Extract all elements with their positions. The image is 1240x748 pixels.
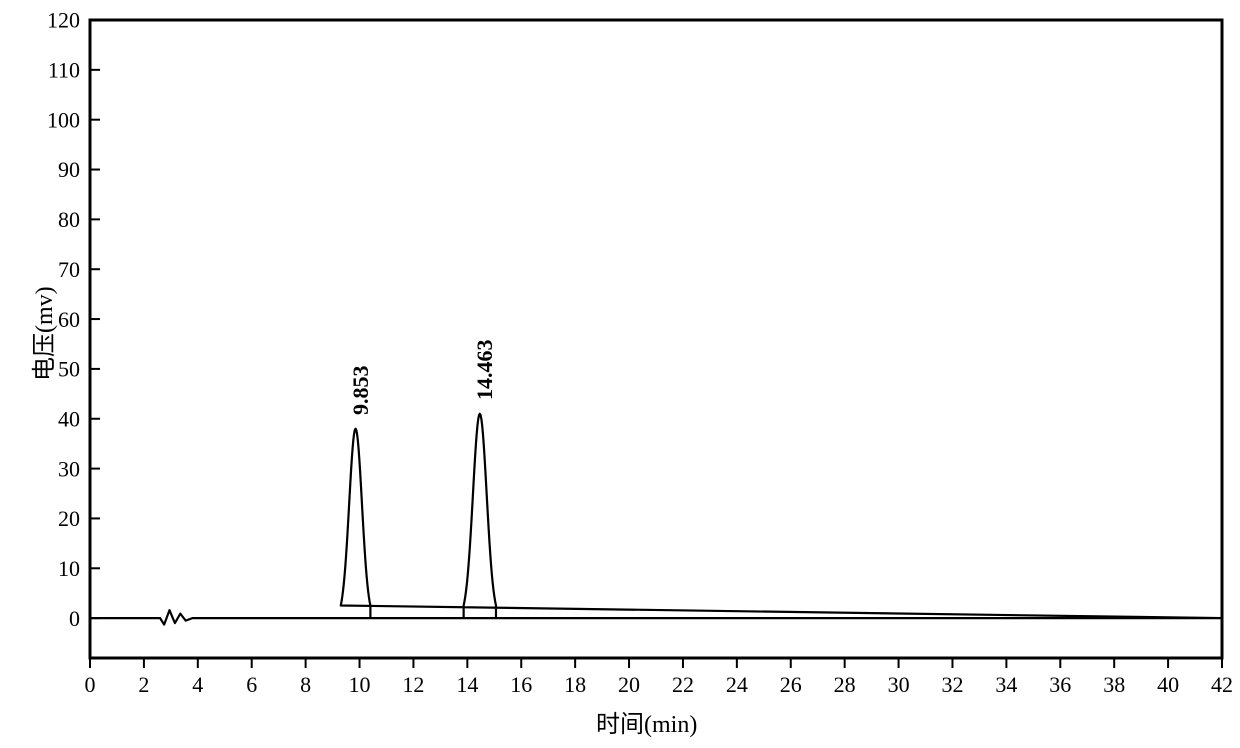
x-tick-label: 24 xyxy=(726,672,748,697)
x-tick-label: 32 xyxy=(941,672,963,697)
peak-2-label: 14.463 xyxy=(472,339,498,400)
x-axis-label: 时间(min) xyxy=(596,704,697,739)
x-tick-label: 10 xyxy=(349,672,371,697)
y-tick-label: 100 xyxy=(47,107,80,132)
x-tick-label: 30 xyxy=(888,672,910,697)
y-tick-label: 10 xyxy=(58,556,80,581)
y-tick-label: 70 xyxy=(58,257,80,282)
x-tick-label: 2 xyxy=(138,672,149,697)
x-tick-label: 16 xyxy=(510,672,532,697)
x-tick-label: 0 xyxy=(85,672,96,697)
x-tick-label: 14 xyxy=(456,672,478,697)
x-tick-label: 40 xyxy=(1157,672,1179,697)
x-tick-label: 38 xyxy=(1103,672,1125,697)
y-tick-label: 120 xyxy=(47,8,80,33)
chromatogram-chart: 0102030405060708090100110120024681012141… xyxy=(0,0,1240,748)
x-tick-label: 34 xyxy=(995,672,1017,697)
y-tick-label: 0 xyxy=(69,606,80,631)
y-tick-label: 110 xyxy=(48,58,80,83)
x-tick-label: 6 xyxy=(246,672,257,697)
y-tick-label: 30 xyxy=(58,456,80,481)
x-tick-label: 8 xyxy=(300,672,311,697)
y-tick-label: 20 xyxy=(58,506,80,531)
y-tick-label: 40 xyxy=(58,406,80,431)
x-tick-label: 4 xyxy=(192,672,203,697)
x-tick-label: 36 xyxy=(1049,672,1071,697)
x-tick-label: 26 xyxy=(780,672,802,697)
x-tick-label: 12 xyxy=(402,672,424,697)
x-tick-label: 20 xyxy=(618,672,640,697)
x-tick-label: 22 xyxy=(672,672,694,697)
y-tick-label: 50 xyxy=(58,357,80,382)
x-tick-label: 42 xyxy=(1211,672,1233,697)
y-tick-label: 60 xyxy=(58,307,80,332)
y-tick-label: 80 xyxy=(58,207,80,232)
chart-svg: 0102030405060708090100110120024681012141… xyxy=(0,0,1240,748)
x-tick-label: 18 xyxy=(564,672,586,697)
y-tick-label: 90 xyxy=(58,157,80,182)
x-tick-label: 28 xyxy=(834,672,856,697)
y-axis-label: 电压(mv) xyxy=(24,287,59,382)
peak-1-label: 9.853 xyxy=(348,365,374,415)
